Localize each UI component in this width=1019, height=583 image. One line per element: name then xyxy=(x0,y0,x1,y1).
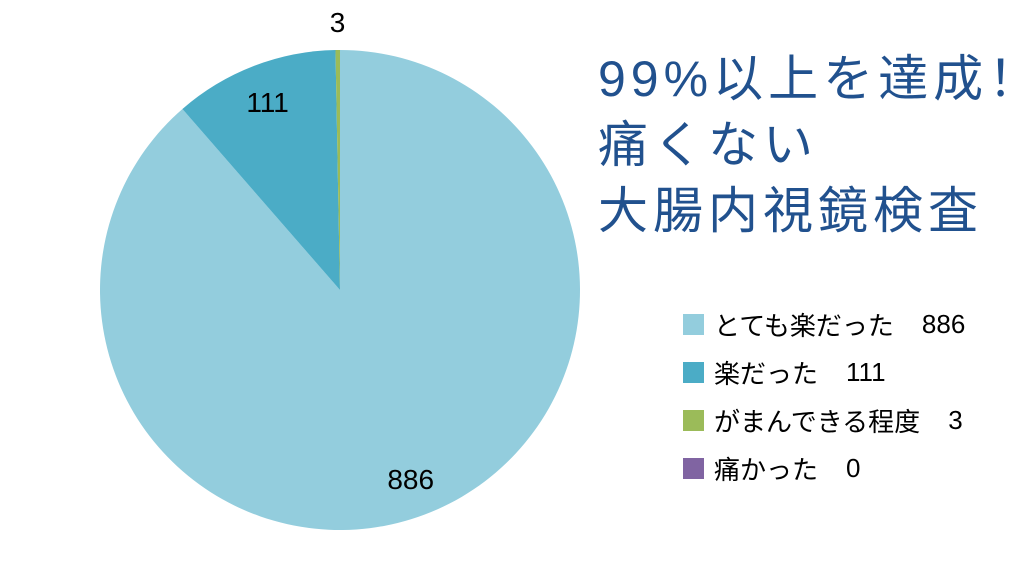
legend-value: 3 xyxy=(948,404,963,435)
legend-swatch-icon xyxy=(683,409,704,431)
pie-chart: 886 111 3 xyxy=(100,7,581,530)
legend-label: 痛かった xyxy=(714,454,819,485)
legend-value: 0 xyxy=(846,452,861,483)
legend-swatch-icon xyxy=(683,313,704,335)
pie-slice-0 xyxy=(100,50,581,530)
pie-slice-1 xyxy=(182,50,340,290)
legend-label: 楽だった xyxy=(714,358,819,389)
legend-item-2: がまんできる程度 3 xyxy=(683,404,965,437)
pie-slice-2 xyxy=(335,49,340,290)
chart-title-line-3: 大腸内視鏡検査 xyxy=(598,183,983,239)
legend-label: がまんできる程度 xyxy=(714,406,921,437)
chart-title-line-1: 99%以上を達成！ xyxy=(598,51,1019,107)
legend: とても楽だった 886 楽だった 111 がまんできる程度 3 痛かった 0 xyxy=(683,308,966,485)
chart-title-line-2: 痛くない xyxy=(598,117,818,173)
pie-data-label-0: 886 xyxy=(387,464,434,495)
legend-item-0: とても楽だった 886 xyxy=(683,308,966,341)
legend-value: 111 xyxy=(846,356,886,387)
legend-swatch-icon xyxy=(683,457,704,479)
legend-label: とても楽だった xyxy=(714,310,894,341)
legend-value: 886 xyxy=(921,308,966,339)
chart-title: 99%以上を達成！ 痛くない 大腸内視鏡検査 xyxy=(598,46,1019,244)
pie-data-label-2: 3 xyxy=(330,7,346,38)
legend-item-3: 痛かった 0 xyxy=(683,452,965,485)
legend-item-1: 楽だった 111 xyxy=(683,356,965,389)
legend-swatch-icon xyxy=(683,361,704,383)
pie-data-label-1: 111 xyxy=(246,87,289,118)
